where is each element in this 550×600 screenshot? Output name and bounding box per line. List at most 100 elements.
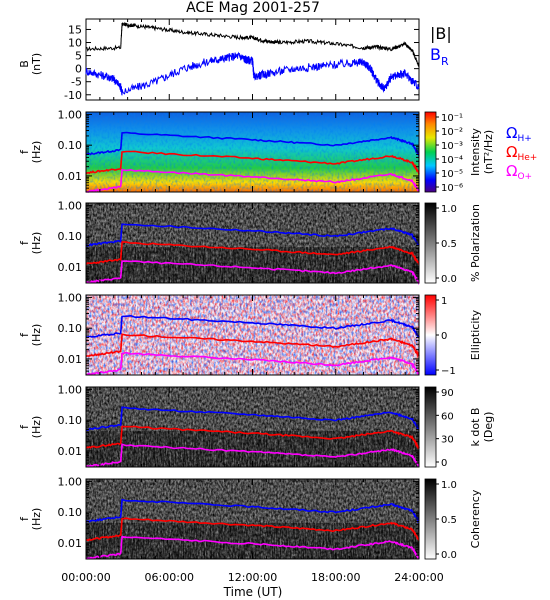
legend-he-plus: ΩHe+ — [506, 143, 537, 163]
figure-title: ACE Mag 2001-257 — [186, 0, 320, 16]
cyclotron-legend: ΩH+ΩHe+ΩO+ — [506, 124, 537, 182]
legend-o-plus-subscript: O+ — [517, 172, 532, 182]
freq-tick-label: 0.01 — [58, 537, 83, 550]
ellipticity-colorbar — [424, 294, 437, 376]
legend-b-radial-main: B — [430, 45, 441, 64]
time-tick-label: 24:00:00 — [394, 571, 443, 584]
h-plus-cyclotron-line — [85, 314, 420, 338]
freq-tick-label: 1.00 — [58, 108, 83, 121]
colorbar-tick-label: 90 — [441, 388, 454, 399]
h-plus-cyclotron-line — [85, 406, 420, 431]
colorbar-tick-label: 1 — [441, 296, 447, 307]
freq-ylabel-line2: (Hz) — [30, 141, 43, 164]
freq-ylabel-line2: (Hz) — [30, 416, 43, 439]
time-axis-label: Time (UT) — [223, 585, 283, 599]
freq-ylabel-line1: f — [18, 240, 31, 245]
freq-ylabel-line1: f — [18, 149, 31, 154]
frequency-panels: 1.000.100.01f (Hz)10⁻¹10⁻²10⁻³10⁻⁴10⁻⁵10⁻… — [18, 108, 537, 561]
colorbar-tick-label: 10⁻⁶ — [441, 183, 463, 194]
he-plus-cyclotron-line — [85, 333, 420, 358]
magnitude-y-tick-label: -5 — [71, 76, 82, 89]
k-dot-b-colorbar — [424, 386, 437, 468]
polarization-panel: 1.00 0.10 0.01 f (Hz) 1.0 0.5 0.0 % Polarization — [18, 199, 482, 285]
freq-ylabel-line2: (Hz) — [30, 232, 43, 255]
intensity-colorbar — [424, 111, 437, 193]
colorbar-tick-label: 0.5 — [441, 239, 457, 250]
legend-h-plus-subscript: H+ — [517, 134, 531, 144]
time-tick-label: 06:00:00 — [145, 571, 194, 584]
colorbar-tick-label: 0.0 — [441, 550, 457, 561]
intensity-colorbar-label-line2: (nT²/Hz) — [482, 130, 495, 174]
he-plus-cyclotron-line — [85, 241, 420, 266]
b-magnitude-line — [85, 21, 420, 68]
legend-h-plus: ΩH+ — [506, 124, 532, 144]
freq-tick-label: 0.10 — [58, 506, 83, 519]
legend-o-plus: ΩO+ — [506, 162, 532, 182]
time-tick-label: 00:00:00 — [61, 571, 110, 584]
freq-tick-label: 0.01 — [58, 261, 83, 274]
intensity-colorbar-label-line1: Intensity — [469, 128, 482, 176]
legend-h-plus-symbol: Ω — [506, 124, 517, 142]
colorbar-tick-label: 0 — [441, 331, 447, 342]
coherency-colorbar — [424, 478, 437, 560]
freq-tick-label: 0.01 — [58, 170, 83, 183]
k-dot-b-colorbar-label-line2: (Deg) — [482, 412, 495, 443]
magnitude-y-tick-label: 0 — [75, 63, 82, 76]
o-plus-cyclotron-line — [85, 443, 420, 468]
h-plus-cyclotron-line — [85, 498, 420, 524]
freq-tick-label: 1.00 — [58, 199, 83, 212]
colorbar-tick-label: 1.0 — [441, 204, 457, 215]
magnitude-y-tick-label: 15 — [68, 23, 82, 36]
freq-tick-label: 0.10 — [58, 139, 83, 152]
colorbar-tick-label: 0 — [441, 458, 447, 469]
he-plus-cyclotron-line — [85, 150, 420, 177]
intensity-panel: 1.00 0.10 0.01 f (Hz) 10⁻¹ 10⁻² 10⁻³ 10⁻⁴ 10⁻⁵ 10⁻… — [18, 108, 495, 194]
colorbar-tick-label: 10⁻¹ — [441, 113, 463, 124]
freq-tick-label: 0.10 — [58, 322, 83, 335]
magnitude-ylabel-line2: (nT) — [30, 53, 43, 75]
freq-tick-label: 0.10 — [58, 414, 83, 427]
o-plus-cyclotron-line — [85, 168, 420, 193]
magnitude-y-tick-label: 5 — [75, 50, 82, 63]
legend-he-plus-subscript: He+ — [517, 153, 537, 163]
colorbar-tick-label: 10⁻³ — [441, 141, 463, 152]
colorbar-tick-label: −1 — [441, 366, 456, 377]
magnitude-ylabel-line1: B — [18, 60, 31, 68]
freq-ylabel-line1: f — [18, 516, 31, 521]
freq-tick-label: 0.01 — [58, 353, 83, 366]
polarization-colorbar-label: % Polarization — [469, 204, 482, 282]
freq-ylabel-line1: f — [18, 424, 31, 429]
legend-he-plus-symbol: Ω — [506, 143, 517, 161]
colorbar-tick-label: 10⁻⁵ — [441, 169, 463, 180]
colorbar-tick-label: 10⁻² — [441, 127, 463, 138]
freq-ylabel-line1: f — [18, 332, 31, 337]
freq-ylabel-line2: (Hz) — [30, 324, 43, 347]
freq-tick-label: 1.00 — [58, 475, 83, 488]
h-plus-cyclotron-line — [85, 131, 420, 157]
time-axis: 00:00:00 06:00:00 12:00:00 18:00:00 24:00:00 — [61, 19, 444, 584]
colorbar-tick-label: 0.0 — [441, 274, 457, 285]
time-tick-label: 12:00:00 — [228, 571, 277, 584]
o-plus-cyclotron-line — [85, 351, 420, 376]
colorbar-tick-label: 10⁻⁴ — [441, 155, 463, 166]
magnitude-lines — [85, 21, 420, 96]
ellipticity-colorbar-label: Ellipticity — [469, 309, 482, 360]
time-tick-label: 18:00:00 — [311, 571, 360, 584]
colorbar-tick-label: 0.5 — [441, 515, 457, 526]
legend-o-plus-symbol: Ω — [506, 162, 517, 180]
colorbar-tick-label: 1.0 — [441, 480, 457, 491]
colorbar-tick-label: 60 — [441, 411, 454, 422]
colorbar-tick-label: 30 — [441, 435, 454, 446]
polarization-colorbar — [424, 202, 437, 284]
legend-b-radial-sub: R — [441, 55, 449, 68]
freq-tick-label: 1.00 — [58, 291, 83, 304]
k-dot-b-colorbar-label-line1: k dot B — [469, 408, 482, 447]
magnitude-y-tick-label: -10 — [64, 89, 82, 102]
b-radial-line — [85, 51, 420, 96]
o-plus-cyclotron-line — [85, 535, 420, 560]
legend-b-magnitude: |B| — [430, 24, 452, 43]
freq-tick-label: 1.00 — [58, 383, 83, 396]
freq-tick-label: 0.01 — [58, 445, 83, 458]
